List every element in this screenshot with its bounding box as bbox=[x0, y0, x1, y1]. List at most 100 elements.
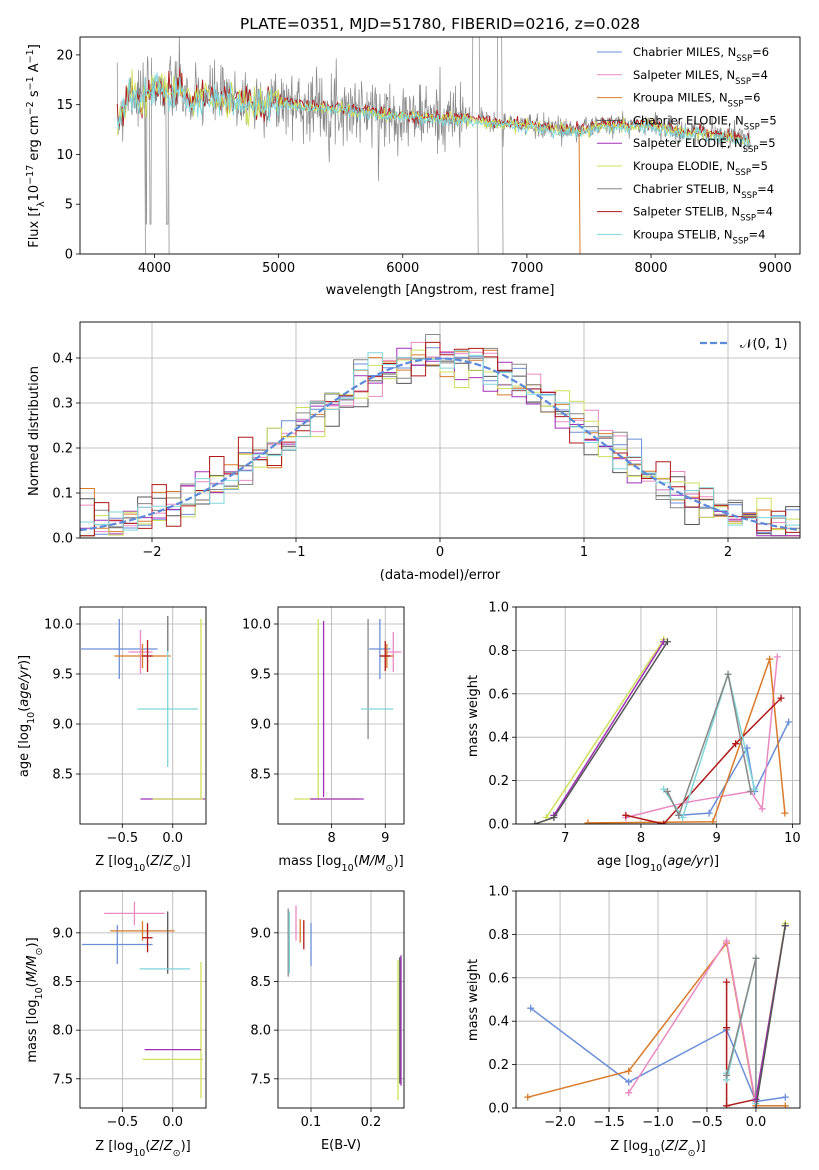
plot-area bbox=[82, 901, 203, 1099]
data-point bbox=[675, 811, 683, 819]
x-tick-label: 5000 bbox=[262, 261, 295, 276]
spectrum-dip bbox=[578, 129, 581, 254]
spectrum-dip bbox=[476, 118, 479, 254]
y-axis-label: age [log10(age/yr)] bbox=[17, 655, 37, 777]
y-tick-label: 5 bbox=[65, 198, 73, 213]
observed-spectrum bbox=[116, 37, 751, 225]
errorbar bbox=[128, 630, 153, 674]
y-tick-label: 0.4 bbox=[52, 352, 73, 367]
mass-weight-vs-age-panel: 7 8 9 10 0.0 0.2 0.4 0.6 0.8 1.0 age [log10(age/yr… bbox=[466, 601, 801, 874]
x-tick-label: 8 bbox=[327, 831, 335, 846]
legend-label: Chabrier STELIB, NSSP=4 bbox=[633, 182, 774, 201]
y-tick-label: 8.5 bbox=[52, 975, 73, 990]
plot-area bbox=[116, 37, 751, 254]
y-tick-label: 8.0 bbox=[52, 1024, 73, 1039]
histogram-kroupa-stelib bbox=[80, 350, 800, 531]
series-line bbox=[527, 941, 786, 1107]
errorbar bbox=[385, 632, 402, 672]
data-point bbox=[625, 1067, 633, 1075]
x-axis-label: Z [log10(Z/Z⊙)] bbox=[95, 854, 190, 874]
data-point bbox=[531, 820, 539, 824]
y-tick-label: 7.5 bbox=[52, 1072, 73, 1087]
data-point bbox=[766, 655, 774, 663]
data-point bbox=[705, 809, 713, 817]
legend-label: Salpeter STELIB, NSSP=4 bbox=[633, 205, 773, 224]
y-tick-label: 15 bbox=[56, 98, 73, 113]
data-point bbox=[663, 638, 671, 646]
axes-frame bbox=[515, 606, 801, 825]
data-point bbox=[781, 1093, 789, 1101]
y-tick-label: 0.1 bbox=[52, 487, 73, 502]
x-tick-label: 0 bbox=[436, 545, 444, 560]
y-tick-label: 10.0 bbox=[242, 618, 271, 633]
spectrum-dip bbox=[144, 96, 147, 254]
y-tick-label: 0.6 bbox=[488, 971, 509, 986]
legend-label: Kroupa MILES, NSSP=6 bbox=[633, 91, 760, 110]
plot-area bbox=[80, 334, 800, 537]
x-axis-label: Z [log10(Z/Z⊙)] bbox=[610, 1139, 705, 1159]
y-axis-label: mass weight bbox=[466, 675, 481, 757]
axes-frame bbox=[515, 890, 801, 1109]
y-tick-label: 0.0 bbox=[488, 818, 509, 833]
data-point bbox=[723, 937, 731, 945]
spectrum-dip bbox=[167, 92, 170, 254]
y-tick-label: 0.6 bbox=[488, 687, 509, 702]
legend-label: Chabrier MILES, NSSP=6 bbox=[633, 45, 769, 64]
x-tick-label: −2.0 bbox=[544, 1115, 576, 1130]
x-tick-label: 0.0 bbox=[162, 1115, 183, 1130]
series-line bbox=[625, 697, 782, 824]
y-tick-label: 0 bbox=[65, 248, 73, 263]
y-tick-label: 8.0 bbox=[250, 1024, 271, 1039]
plot-area bbox=[294, 619, 402, 800]
y-tick-label: 9.5 bbox=[52, 668, 73, 683]
y-tick-label: 7.5 bbox=[250, 1072, 271, 1087]
data-point bbox=[773, 653, 781, 661]
spectrum-panel: 4000 5000 6000 7000 8000 9000 0 5 10 15 20 Chabrier… bbox=[25, 36, 801, 298]
x-tick-label: −2 bbox=[142, 545, 161, 560]
y-tick-label: 10 bbox=[56, 148, 73, 163]
y-tick-label: 9.0 bbox=[250, 926, 271, 941]
y-tick-label: 0.8 bbox=[488, 928, 509, 943]
x-tick-label: 0.2 bbox=[361, 1115, 382, 1130]
x-tick-label: 2 bbox=[724, 545, 732, 560]
y-tick-label: 0.2 bbox=[488, 774, 509, 789]
data-point bbox=[752, 1104, 760, 1108]
data-point bbox=[723, 1102, 731, 1108]
spectrum-dip bbox=[501, 122, 504, 254]
y-tick-label: 9.5 bbox=[250, 668, 271, 683]
errorbar bbox=[379, 641, 391, 671]
series-line bbox=[666, 671, 752, 818]
series-line bbox=[627, 938, 757, 1104]
y-tick-label: 0.0 bbox=[488, 1102, 509, 1117]
data-point bbox=[625, 1089, 633, 1097]
x-tick-label: 8 bbox=[637, 831, 645, 846]
data-point bbox=[781, 809, 789, 817]
x-axis-label: Z [log10(Z/Z⊙)] bbox=[95, 1139, 190, 1159]
gaussian-curve bbox=[80, 357, 800, 532]
x-tick-label: −1.5 bbox=[593, 1115, 625, 1130]
data-point bbox=[781, 922, 789, 930]
errorbar bbox=[137, 651, 198, 767]
data-point bbox=[732, 740, 740, 748]
data-point bbox=[781, 1102, 789, 1108]
histogram-salpeter-stelib bbox=[80, 341, 800, 537]
y-tick-label: 9.0 bbox=[250, 718, 271, 733]
data-point bbox=[777, 694, 785, 702]
series-line bbox=[725, 982, 757, 1107]
data-point bbox=[747, 787, 755, 795]
data-point bbox=[550, 813, 558, 821]
y-tick-label: 8.5 bbox=[52, 768, 73, 783]
data-point bbox=[527, 1004, 535, 1012]
x-tick-label: 9 bbox=[381, 831, 389, 846]
plot-area bbox=[287, 905, 402, 1101]
y-axis-label: mass weight bbox=[466, 959, 481, 1041]
y-tick-label: 0.4 bbox=[488, 1015, 509, 1030]
data-point bbox=[751, 785, 759, 793]
y-tick-label: 10.0 bbox=[44, 618, 73, 633]
series-line bbox=[553, 641, 665, 816]
x-tick-label: 7 bbox=[561, 831, 569, 846]
data-point bbox=[752, 1095, 760, 1103]
axes-frame bbox=[79, 321, 801, 539]
data-point bbox=[584, 819, 592, 824]
